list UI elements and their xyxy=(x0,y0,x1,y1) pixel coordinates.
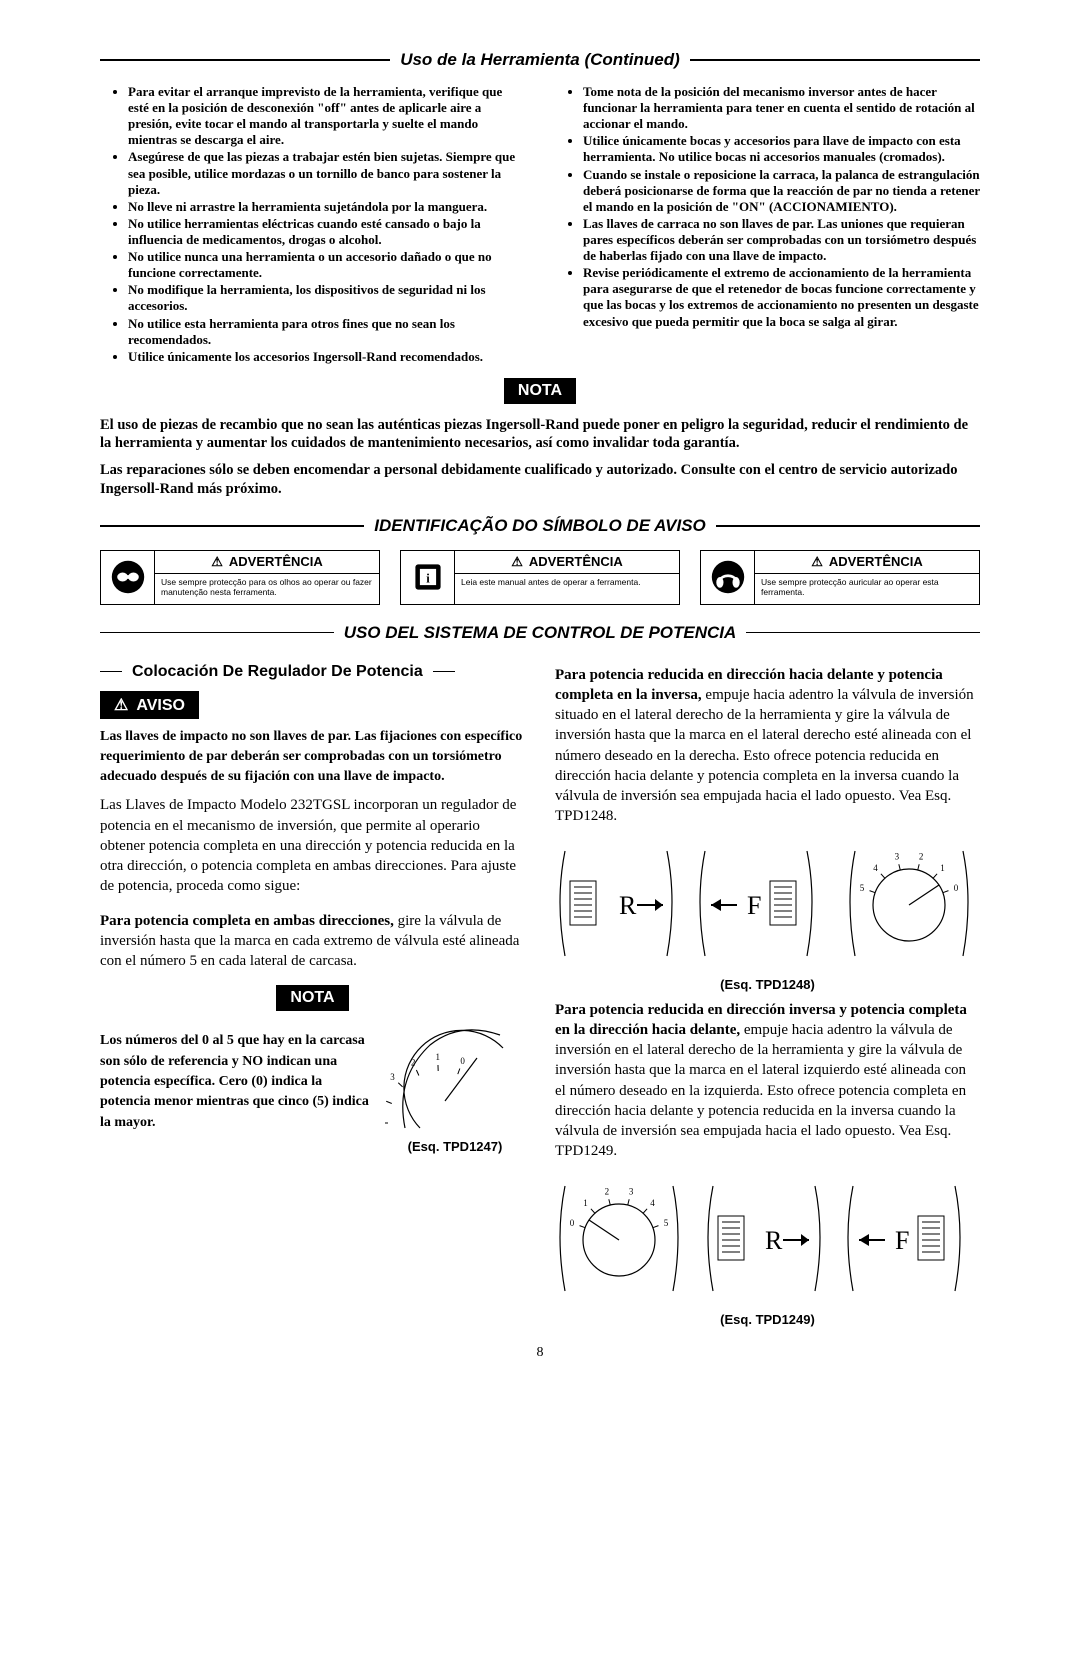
aviso-badge: AVISO xyxy=(100,691,199,719)
lower-left-col: Colocación De Regulador De Potencia AVIS… xyxy=(100,657,525,1327)
goggles-icon xyxy=(101,551,155,604)
ident-header: IDENTIFICAÇÃO DO SÍMBOLO DE AVISO xyxy=(100,516,980,536)
bullet-item: Para evitar el arranque imprevisto de la… xyxy=(128,84,525,148)
bullet-item: Cuando se instale o reposicione la carra… xyxy=(583,167,980,215)
uso-header: USO DEL SISTEMA DE CONTROL DE POTENCIA xyxy=(100,623,980,643)
esq-1249: (Esq. TPD1249) xyxy=(555,1312,980,1327)
nota-paragraph-1: El uso de piezas de recambio que no sean… xyxy=(100,416,980,453)
svg-text:5: 5 xyxy=(664,1217,669,1227)
esq-1247: (Esq. TPD1247) xyxy=(385,1139,525,1154)
lower-columns: Colocación De Regulador De Potencia AVIS… xyxy=(100,657,980,1327)
section-header: Uso de la Herramienta (Continued) xyxy=(100,50,980,70)
warn-title: ADVERTÊNCIA xyxy=(755,551,979,574)
warn-title: ADVERTÊNCIA xyxy=(455,551,679,574)
red-rev-rest: empuje hacia adentro la válvula de inver… xyxy=(555,1022,966,1160)
svg-text:4: 4 xyxy=(650,1197,655,1207)
ident-title: IDENTIFICAÇÃO DO SÍMBOLO DE AVISO xyxy=(364,516,716,536)
bullet-item: Las llaves de carraca no son llaves de p… xyxy=(583,216,980,264)
bullet-item: Asegúrese de que las piezas a trabajar e… xyxy=(128,149,525,197)
bullet-item: Revise periódicamente el extremo de acci… xyxy=(583,265,980,329)
fig-1248: R F xyxy=(555,841,980,992)
warning-box: ADVERTÊNCIAUse sempre protecção auricula… xyxy=(700,550,980,605)
fig-1247: 543210 (Esq. TPD1247) xyxy=(385,1023,525,1154)
bullet-item: Utilice únicamente los accesorios Ingers… xyxy=(128,349,525,365)
bullet-item: Tome nota de la posición del mecanismo i… xyxy=(583,84,980,132)
warn-desc: Use sempre protecção auricular ao operar… xyxy=(755,574,979,604)
svg-text:1: 1 xyxy=(435,1053,440,1063)
bullets-columns: Para evitar el arranque imprevisto de la… xyxy=(100,84,980,366)
aviso-paragraph: Las llaves de impacto no son llaves de p… xyxy=(100,727,525,788)
fig-1249: 01 2 3 45 R xyxy=(555,1176,980,1327)
svg-text:2: 2 xyxy=(605,1186,610,1196)
nota-badge: NOTA xyxy=(504,378,576,404)
bullet-item: No utilice nunca una herramienta o un ac… xyxy=(128,249,525,281)
uso-title: USO DEL SISTEMA DE CONTROL DE POTENCIA xyxy=(334,623,747,643)
dial-1247-svg: 543210 xyxy=(385,1023,515,1133)
bullets-left: Para evitar el arranque imprevisto de la… xyxy=(100,84,525,366)
colocacion-title: Colocación De Regulador De Potencia xyxy=(122,663,433,681)
svg-text:2: 2 xyxy=(411,1058,416,1068)
svg-text:2: 2 xyxy=(919,851,924,861)
bullet-item: Utilice únicamente bocas y accesorios pa… xyxy=(583,133,980,165)
bullet-item: No utilice herramientas eléctricas cuand… xyxy=(128,216,525,248)
warning-box: ADVERTÊNCIAUse sempre protecção para os … xyxy=(100,550,380,605)
lower-right-col: Para potencia reducida en dirección haci… xyxy=(555,657,980,1327)
bullets-right: Tome nota de la posición del mecanismo i… xyxy=(555,84,980,366)
nota2-badge: NOTA xyxy=(276,985,348,1011)
svg-text:0: 0 xyxy=(570,1217,575,1227)
full-lead: Para potencia completa en ambas direccio… xyxy=(100,913,394,929)
svg-text:1: 1 xyxy=(940,862,945,872)
warn-desc: Use sempre protecção para os olhos ao op… xyxy=(155,574,379,604)
svg-text:1: 1 xyxy=(583,1197,588,1207)
f-label-2: F xyxy=(895,1226,909,1255)
svg-text:3: 3 xyxy=(629,1186,634,1196)
earmuff-icon xyxy=(701,551,755,604)
warning-boxes-row: ADVERTÊNCIAUse sempre protecção para os … xyxy=(100,550,980,605)
fig-1249-svg: 01 2 3 45 R xyxy=(555,1176,975,1301)
svg-text:0: 0 xyxy=(954,882,959,892)
colocacion-header: Colocación De Regulador De Potencia xyxy=(100,663,525,681)
warn-desc: Leia este manual antes de operar a ferra… xyxy=(455,574,679,594)
bullet-item: No utilice esta herramienta para otros f… xyxy=(128,316,525,348)
fig-1248-svg: R F xyxy=(555,841,975,966)
svg-text:i: i xyxy=(426,572,430,586)
svg-text:3: 3 xyxy=(390,1073,395,1083)
red-rev-paragraph: Para potencia reducida en dirección inve… xyxy=(555,1000,980,1162)
svg-text:4: 4 xyxy=(873,862,878,872)
f-label: F xyxy=(747,891,761,920)
warning-box: i ADVERTÊNCIALeia este manual antes de op… xyxy=(400,550,680,605)
manual-icon: i xyxy=(401,551,455,604)
r-label-2: R xyxy=(765,1226,783,1255)
warn-title: ADVERTÊNCIA xyxy=(155,551,379,574)
red-fwd-paragraph: Para potencia reducida en dirección haci… xyxy=(555,665,980,827)
bullet-item: No modifique la herramienta, los disposi… xyxy=(128,282,525,314)
svg-text:3: 3 xyxy=(895,851,900,861)
r-label: R xyxy=(619,891,637,920)
svg-text:0: 0 xyxy=(460,1056,465,1066)
llaves-paragraph: Las Llaves de Impacto Modelo 232TGSL inc… xyxy=(100,795,525,896)
nota2-paragraph: Los números del 0 al 5 que hay en la car… xyxy=(100,1031,373,1132)
section-title: Uso de la Herramienta (Continued) xyxy=(390,50,690,70)
page-number: 8 xyxy=(100,1345,980,1361)
bullet-item: No lleve ni arrastre la herramienta suje… xyxy=(128,199,525,215)
full-paragraph: Para potencia completa en ambas direccio… xyxy=(100,911,525,972)
svg-text:5: 5 xyxy=(860,882,865,892)
red-fwd-rest: empuje hacia adentro la válvula de inver… xyxy=(555,687,974,825)
esq-1248: (Esq. TPD1248) xyxy=(555,977,980,992)
nota-paragraph-2: Las reparaciones sólo se deben encomenda… xyxy=(100,461,980,498)
